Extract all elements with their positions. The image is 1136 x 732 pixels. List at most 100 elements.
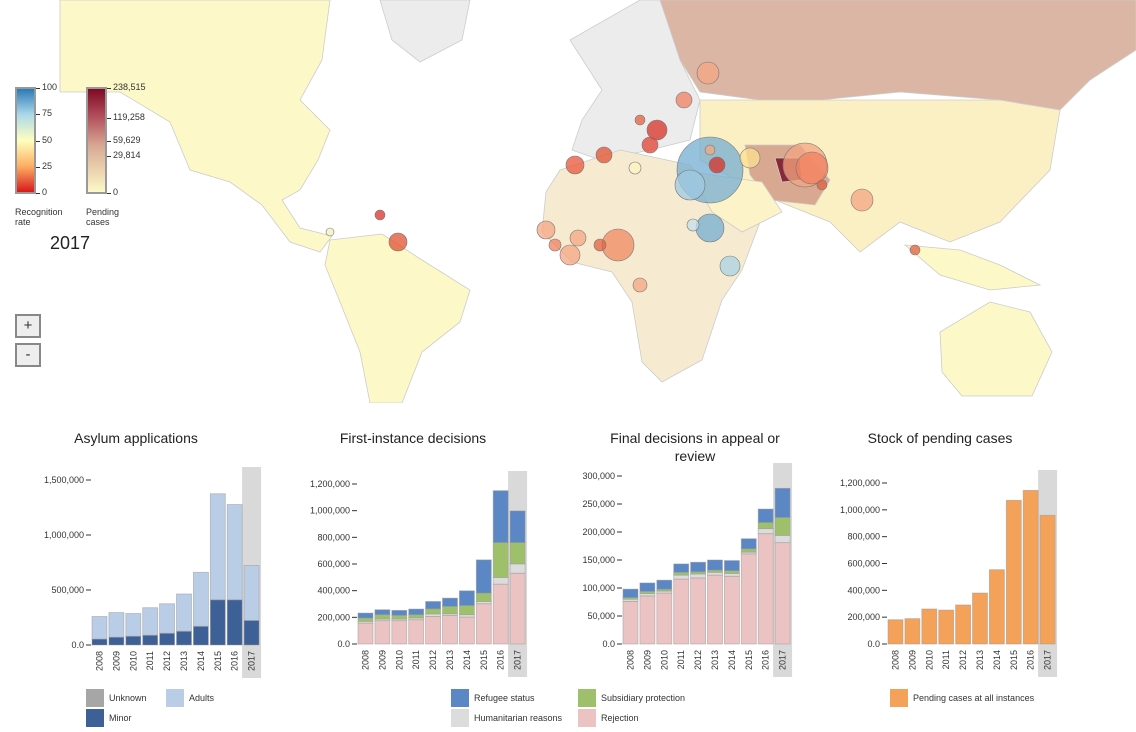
country-bubble[interactable] (850, 188, 874, 212)
bar-2016-subsidiary-protection[interactable] (757, 522, 774, 530)
bar-2011-subsidiary-protection[interactable] (408, 614, 425, 619)
highlight-year-band[interactable] (1038, 470, 1058, 677)
bar-2009-rejection[interactable] (374, 620, 391, 645)
bar-2012-refugee-status[interactable] (690, 561, 706, 573)
legend-item[interactable]: Refugee status (451, 689, 535, 707)
bar-2015-subsidiary-protection[interactable] (740, 548, 757, 553)
bar-2014-humanitarian-reasons[interactable] (724, 573, 740, 577)
bar-2015-rejection[interactable] (475, 603, 492, 645)
country-bubble[interactable] (595, 146, 613, 164)
bar-2012-humanitarian-reasons[interactable] (690, 573, 706, 579)
bar-2012-rejection[interactable] (690, 577, 706, 645)
bar-2010-minor[interactable] (125, 635, 142, 646)
country-bubble[interactable] (374, 209, 386, 221)
country-russia[interactable] (659, 0, 1136, 111)
bar-2010-humanitarian-reasons[interactable] (656, 590, 673, 594)
bar-2011-humanitarian-reasons[interactable] (673, 574, 690, 580)
country-bubble[interactable] (569, 229, 587, 247)
bar-2017-refugee-status[interactable] (774, 487, 791, 518)
country-bubble[interactable] (601, 228, 635, 262)
bar-2008-refugee-status[interactable] (357, 612, 374, 619)
country-bubble[interactable] (719, 255, 741, 277)
country-bubble[interactable] (325, 227, 335, 237)
bar-2016-rejection[interactable] (492, 583, 509, 645)
bar-2014-minor[interactable] (192, 625, 209, 646)
bar-2015-refugee-status[interactable] (475, 559, 492, 594)
bar-2010-refugee-status[interactable] (391, 610, 408, 616)
bar-2008-minor[interactable] (91, 638, 108, 646)
bar-2010-humanitarian-reasons[interactable] (391, 618, 408, 622)
bar-2011-refugee-status[interactable] (673, 563, 690, 573)
country-bubble[interactable] (675, 91, 693, 109)
bar-2016-refugee-status[interactable] (492, 490, 509, 543)
bar-2012-humanitarian-reasons[interactable] (425, 613, 442, 617)
legend-item[interactable]: Adults (166, 689, 214, 707)
bar-2011-minor[interactable] (142, 634, 159, 646)
bar-2008-adults[interactable] (91, 616, 108, 640)
bar-2010-refugee-status[interactable] (656, 579, 673, 590)
zoom-in-button[interactable]: + (15, 314, 41, 338)
world-map[interactable] (0, 0, 1136, 403)
bar-2008-rejection[interactable] (622, 601, 639, 645)
bar-2016-subsidiary-protection[interactable] (492, 542, 509, 578)
bar-2012-rejection[interactable] (425, 616, 442, 645)
country-bubble[interactable] (674, 169, 706, 201)
country-bubble[interactable] (646, 119, 668, 141)
bar-2012-subsidiary-protection[interactable] (425, 608, 442, 615)
bar-2013-adults[interactable] (176, 593, 192, 632)
bar-2014-subsidiary-protection[interactable] (458, 605, 475, 616)
highlight-year-band[interactable] (242, 467, 262, 678)
bar-2015-pending-cases-at-all-instances[interactable] (1005, 499, 1022, 645)
bar-2009-pending-cases-at-all-instances[interactable] (904, 618, 921, 645)
legend-item[interactable]: Unknown (86, 689, 147, 707)
country-bubble[interactable] (696, 61, 720, 85)
bar-2011-pending-cases-at-all-instances[interactable] (938, 609, 955, 645)
bar-2008-pending-cases-at-all-instances[interactable] (887, 619, 904, 645)
bar-2013-subsidiary-protection[interactable] (442, 606, 458, 615)
bar-2008-rejection[interactable] (357, 622, 374, 645)
bar-2016-humanitarian-reasons[interactable] (757, 528, 774, 535)
bar-2011-adults[interactable] (142, 607, 159, 636)
bar-2017-subsidiary-protection[interactable] (509, 542, 526, 565)
country-bubble[interactable] (634, 114, 646, 126)
bar-2009-adults[interactable] (108, 612, 125, 638)
bar-2016-refugee-status[interactable] (757, 508, 774, 523)
bar-2016-minor[interactable] (226, 599, 243, 646)
country-bubble[interactable] (708, 156, 726, 174)
bar-2008-humanitarian-reasons[interactable] (622, 598, 639, 602)
bar-2017-humanitarian-reasons[interactable] (774, 534, 791, 544)
country-europe[interactable] (569, 0, 701, 161)
bar-2009-rejection[interactable] (639, 595, 656, 645)
bar-2010-adults[interactable] (125, 613, 142, 637)
bar-2008-subsidiary-protection[interactable] (622, 597, 639, 600)
country-bubble[interactable] (641, 136, 659, 154)
bar-2013-refugee-status[interactable] (707, 559, 723, 571)
legend-item[interactable]: Minor (86, 709, 132, 727)
country-bubble[interactable] (686, 218, 700, 232)
bar-2012-subsidiary-protection[interactable] (690, 571, 706, 575)
bar-2014-refugee-status[interactable] (458, 590, 475, 606)
bar-2009-humanitarian-reasons[interactable] (374, 618, 391, 622)
bar-2015-adults[interactable] (209, 493, 226, 601)
bar-2009-subsidiary-protection[interactable] (639, 590, 656, 594)
bar-2011-humanitarian-reasons[interactable] (408, 617, 425, 621)
bar-2016-humanitarian-reasons[interactable] (492, 577, 509, 585)
country-bubble[interactable] (559, 244, 581, 266)
bar-2014-humanitarian-reasons[interactable] (458, 614, 475, 618)
bar-2008-refugee-status[interactable] (622, 588, 639, 598)
bar-2015-humanitarian-reasons[interactable] (740, 551, 757, 555)
bar-2013-humanitarian-reasons[interactable] (707, 571, 723, 576)
zoom-out-button[interactable]: - (15, 343, 41, 367)
country-bubble[interactable] (909, 244, 921, 256)
bar-2016-adults[interactable] (226, 504, 243, 601)
legend-item[interactable]: Pending cases at all instances (890, 689, 1034, 707)
bar-2016-pending-cases-at-all-instances[interactable] (1022, 489, 1039, 645)
bar-2015-minor[interactable] (209, 599, 226, 646)
bar-2017-refugee-status[interactable] (509, 510, 526, 543)
bar-2012-pending-cases-at-all-instances[interactable] (955, 604, 971, 645)
bar-2012-refugee-status[interactable] (425, 601, 442, 610)
country-greenland[interactable] (379, 0, 471, 63)
country-shapes[interactable] (59, 0, 1136, 403)
bar-2009-minor[interactable] (108, 636, 125, 646)
bar-2017-pending-cases-at-all-instances[interactable] (1039, 514, 1056, 645)
